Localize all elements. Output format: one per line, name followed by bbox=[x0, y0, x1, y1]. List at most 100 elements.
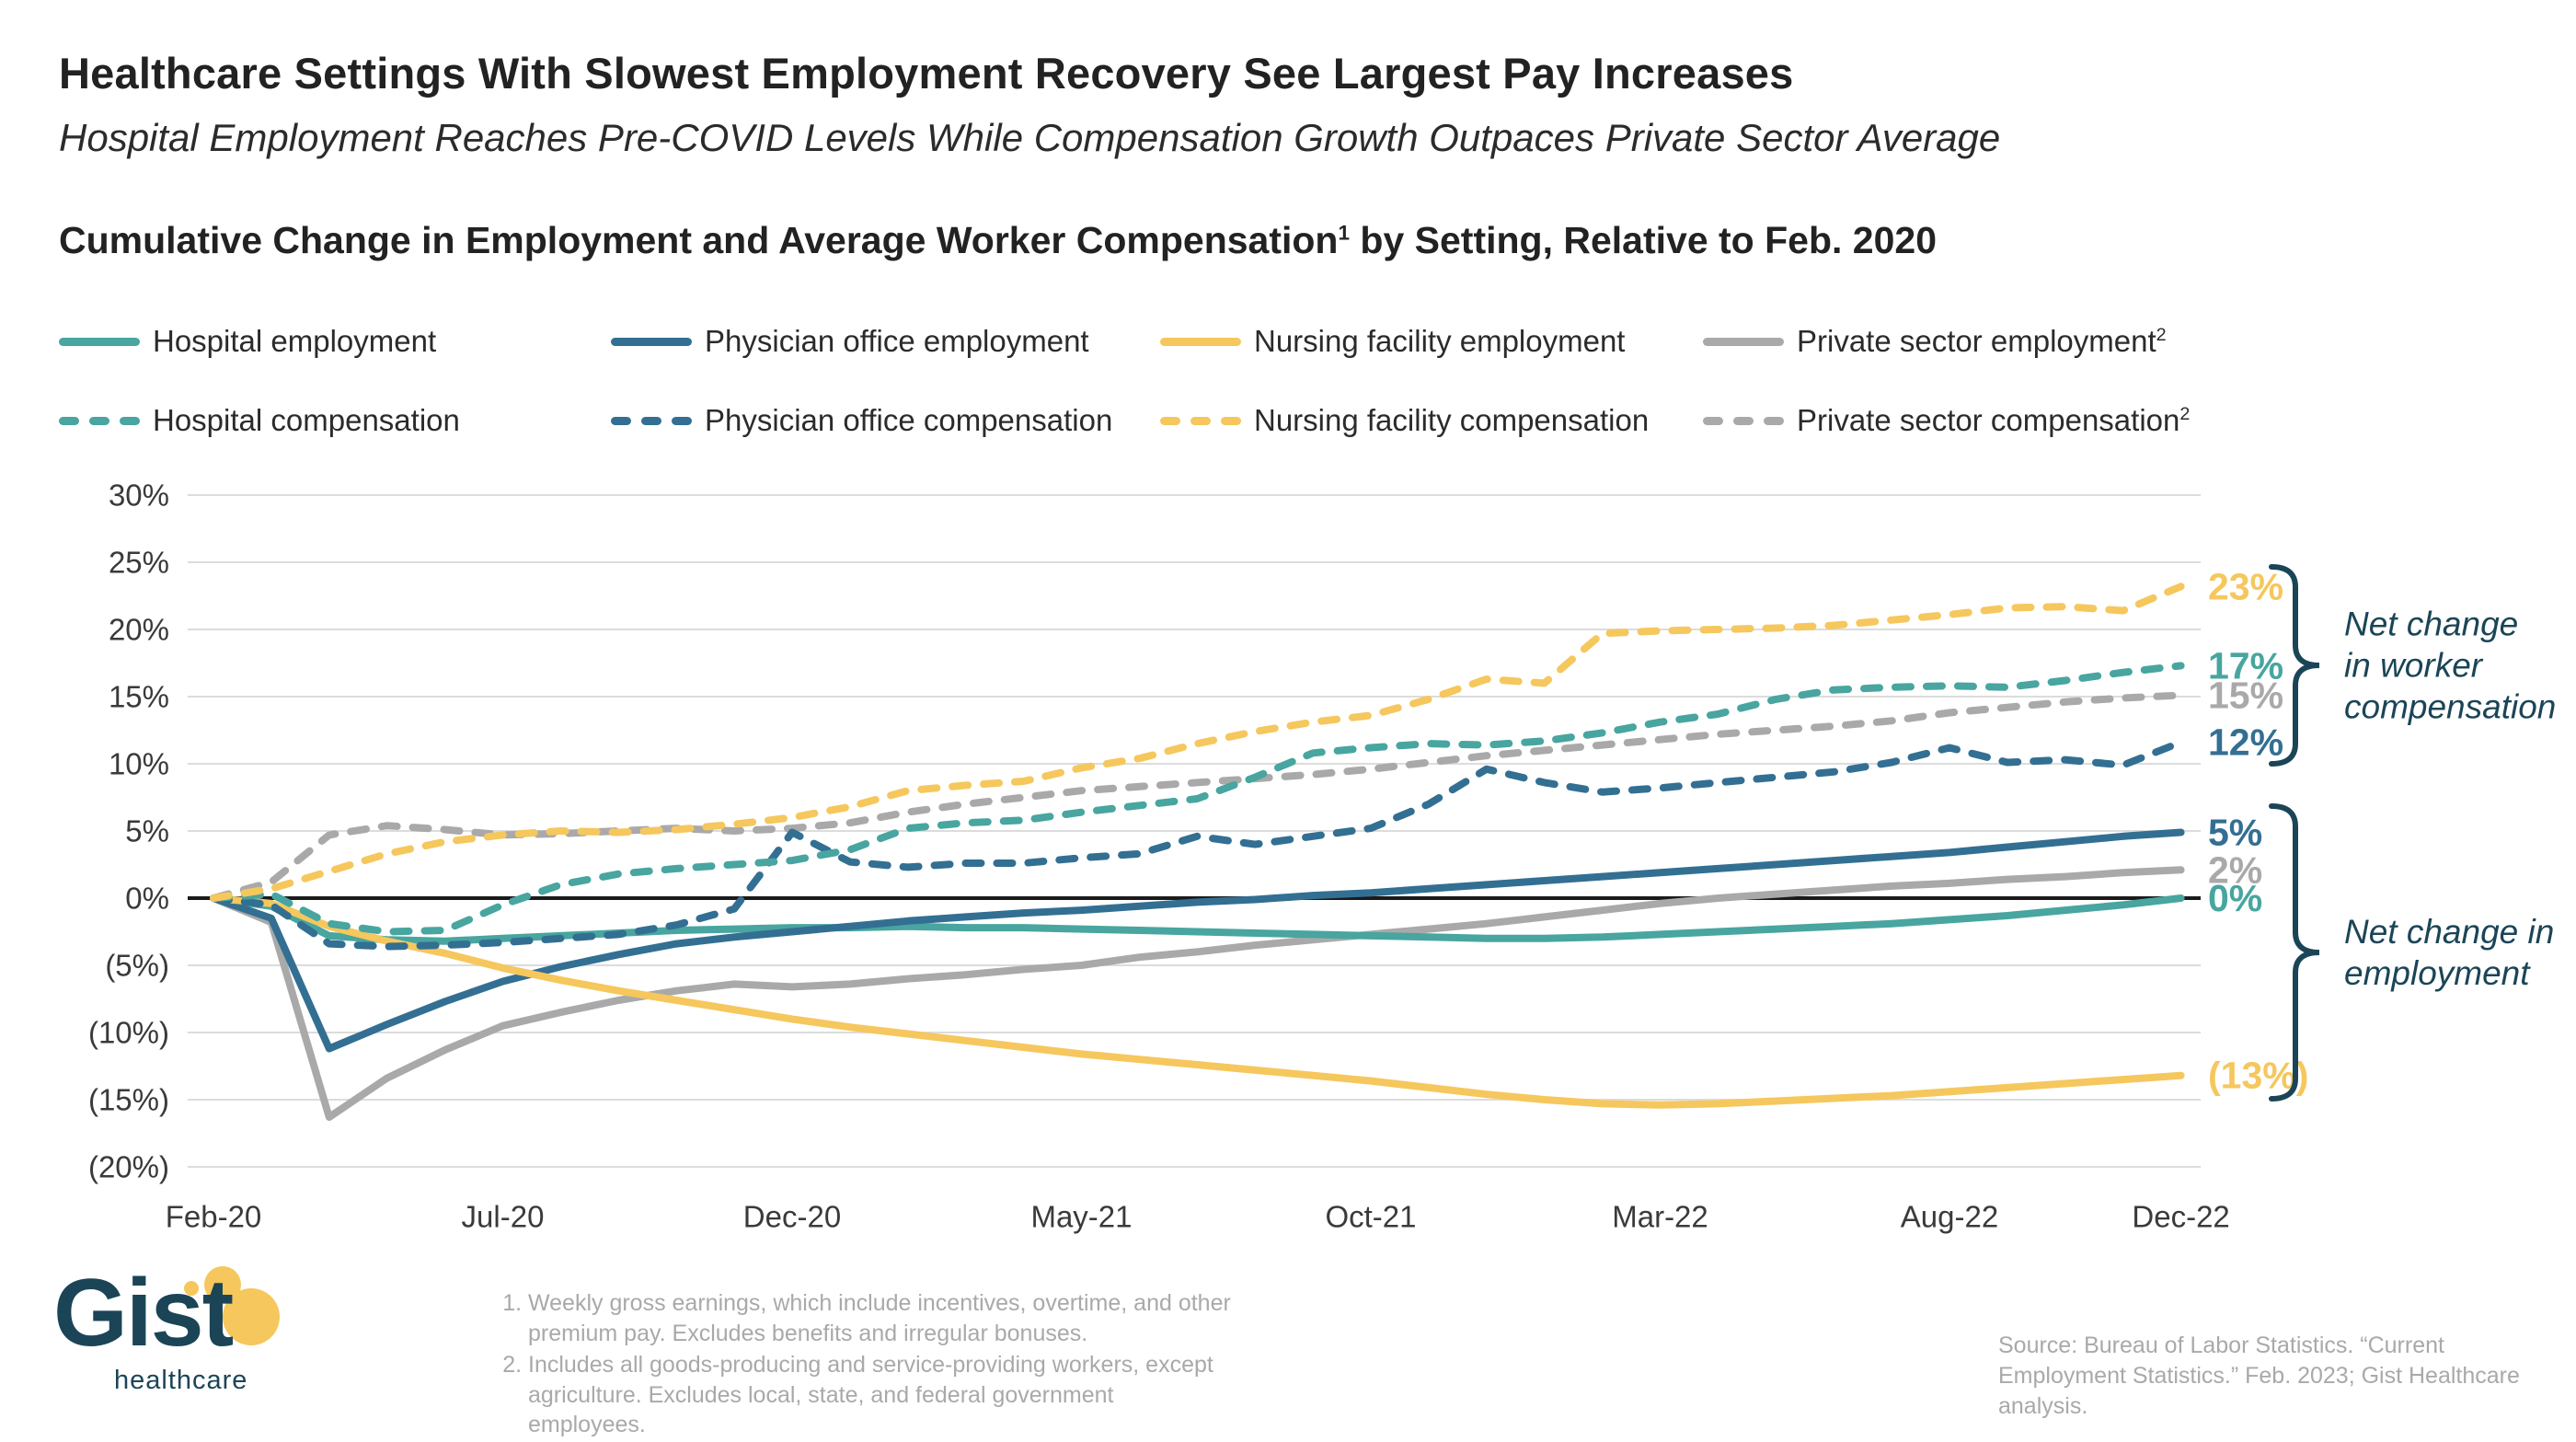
legend-label: Nursing facility employment bbox=[1254, 324, 1626, 358]
end-label-hospital-employment: 0% bbox=[2208, 877, 2262, 919]
chart-heading-text: Cumulative Change in Employment and Aver… bbox=[59, 219, 1339, 261]
dashed-line-swatch-icon bbox=[1703, 416, 1784, 425]
legend-item-physician-office-compensation: Physician office compensation bbox=[611, 403, 1160, 438]
swatch-dash bbox=[1160, 416, 1180, 425]
end-label-private-sector-compensation: 15% bbox=[2208, 675, 2283, 717]
swatch-dash bbox=[1764, 416, 1784, 425]
gist-healthcare-logo: Gist healthcare bbox=[46, 1259, 350, 1406]
employment-bracket-brace bbox=[2269, 803, 2320, 1102]
end-label-physician-office-compensation: 12% bbox=[2208, 721, 2283, 764]
source-citation: Source: Bureau of Labor Statistics. “Cur… bbox=[1998, 1332, 2520, 1419]
legend-item-physician-office-employment: Physician office employment bbox=[611, 324, 1160, 359]
swatch-dash bbox=[1733, 416, 1754, 425]
series-line-private-sector-compensation bbox=[210, 691, 2185, 902]
annotation-compensation-bracket: in worker bbox=[2344, 647, 2484, 685]
annotation-compensation-bracket: compensation bbox=[2344, 688, 2556, 726]
legend-label: Hospital employment bbox=[153, 324, 437, 358]
x-tick-label: Jul-20 bbox=[462, 1200, 545, 1234]
dashed-line-swatch-icon bbox=[611, 416, 692, 425]
footnotes: Weekly gross earnings, which include inc… bbox=[495, 1288, 1231, 1442]
y-tick-label: 5% bbox=[125, 814, 169, 848]
chart-heading-suffix: by Setting, Relative to Feb. 2020 bbox=[1350, 219, 1937, 261]
legend-label: Private sector employment2 bbox=[1797, 324, 2167, 358]
swatch-bar bbox=[611, 337, 692, 346]
x-tick-label: Feb-20 bbox=[166, 1200, 262, 1234]
page-title: Healthcare Settings With Slowest Employm… bbox=[59, 49, 1794, 98]
logo-subtext: healthcare bbox=[114, 1366, 248, 1395]
solid-line-swatch-icon bbox=[1703, 337, 1784, 346]
y-tick-label: (15%) bbox=[88, 1083, 169, 1117]
legend-item-nursing-facility-employment: Nursing facility employment bbox=[1160, 324, 1703, 359]
legend-label: Private sector compensation2 bbox=[1797, 403, 2191, 437]
x-tick-label: Oct-21 bbox=[1325, 1200, 1416, 1234]
chart-heading-footnote-marker: 1 bbox=[1338, 221, 1351, 245]
swatch-dash bbox=[59, 416, 79, 425]
series-line-hospital-compensation bbox=[210, 662, 2185, 936]
chart-heading: Cumulative Change in Employment and Aver… bbox=[59, 219, 1937, 262]
y-tick-label: 30% bbox=[109, 479, 169, 513]
solid-line-swatch-icon bbox=[611, 337, 692, 346]
legend-item-private-sector-compensation: Private sector compensation2 bbox=[1703, 403, 2190, 438]
swatch-dash bbox=[1221, 416, 1241, 425]
legend-row-compensation: Hospital compensation Physician office co… bbox=[59, 403, 2190, 438]
series-line-physician-office-employment bbox=[210, 828, 2185, 1053]
x-tick-label: May-21 bbox=[1030, 1200, 1132, 1234]
footnote-1: Weekly gross earnings, which include inc… bbox=[528, 1288, 1231, 1348]
swatch-dash bbox=[1190, 416, 1211, 425]
legend-footnote-marker: 2 bbox=[2179, 404, 2191, 424]
dashed-line-swatch-icon bbox=[1160, 416, 1241, 425]
legend-row-employment: Hospital employment Physician office empl… bbox=[59, 324, 2181, 359]
legend-item-private-sector-employment: Private sector employment2 bbox=[1703, 324, 2181, 359]
legend-item-nursing-facility-compensation: Nursing facility compensation bbox=[1160, 403, 1703, 438]
swatch-dash bbox=[672, 416, 692, 425]
end-label-hospital-compensation: 17% bbox=[2208, 644, 2283, 686]
annotation-employment-bracket: Net change in bbox=[2344, 913, 2554, 951]
swatch-dash bbox=[641, 416, 661, 425]
end-label-private-sector-employment: 2% bbox=[2208, 848, 2262, 891]
swatch-dash bbox=[1703, 416, 1723, 425]
legend-label: Physician office compensation bbox=[705, 403, 1113, 437]
x-tick-label: Aug-22 bbox=[1901, 1200, 1998, 1234]
swatch-bar bbox=[1703, 337, 1784, 346]
legend-label: Nursing facility compensation bbox=[1254, 403, 1650, 437]
logo-dot-large bbox=[223, 1288, 280, 1345]
logo-wordmark: Gist bbox=[53, 1260, 234, 1367]
series-line-hospital-employment bbox=[210, 894, 2185, 945]
solid-line-swatch-icon bbox=[59, 337, 140, 346]
x-tick-label: Mar-22 bbox=[1612, 1200, 1708, 1234]
compensation-bracket-brace bbox=[2269, 564, 2320, 767]
y-tick-label: (5%) bbox=[105, 949, 169, 983]
swatch-dash bbox=[611, 416, 631, 425]
y-tick-label: 20% bbox=[109, 613, 169, 647]
x-tick-label: Dec-22 bbox=[2132, 1200, 2229, 1234]
swatch-dash bbox=[89, 416, 109, 425]
annotation-employment-bracket: employment bbox=[2344, 954, 2531, 992]
y-tick-label: 15% bbox=[109, 680, 169, 714]
legend-label: Hospital compensation bbox=[153, 403, 460, 437]
end-label-physician-office-employment: 5% bbox=[2208, 811, 2262, 853]
solid-line-swatch-icon bbox=[1160, 337, 1241, 346]
page-subtitle: Hospital Employment Reaches Pre-COVID Le… bbox=[59, 116, 2001, 159]
series-line-physician-office-compensation bbox=[210, 738, 2185, 951]
legend-item-hospital-compensation: Hospital compensation bbox=[59, 403, 611, 438]
y-tick-label: 0% bbox=[125, 882, 169, 916]
series-line-nursing-facility-compensation bbox=[210, 583, 2185, 902]
series-line-private-sector-employment bbox=[210, 866, 2185, 1121]
series-line-nursing-facility-employment bbox=[210, 894, 2185, 1109]
legend-label: Physician office employment bbox=[705, 324, 1089, 358]
swatch-dash bbox=[120, 416, 140, 425]
swatch-bar bbox=[59, 337, 140, 346]
annotation-compensation-bracket: Net change bbox=[2344, 606, 2518, 643]
y-tick-label: 10% bbox=[109, 747, 169, 781]
logo-dot-small bbox=[184, 1281, 199, 1296]
dashed-line-swatch-icon bbox=[59, 416, 140, 425]
y-tick-label: (10%) bbox=[88, 1016, 169, 1050]
footnote-list: Weekly gross earnings, which include inc… bbox=[495, 1288, 1231, 1440]
y-tick-label: (20%) bbox=[88, 1150, 169, 1184]
y-tick-label: 25% bbox=[109, 546, 169, 580]
legend-footnote-marker: 2 bbox=[2156, 325, 2167, 345]
legend-item-hospital-employment: Hospital employment bbox=[59, 324, 611, 359]
swatch-bar bbox=[1160, 337, 1241, 346]
